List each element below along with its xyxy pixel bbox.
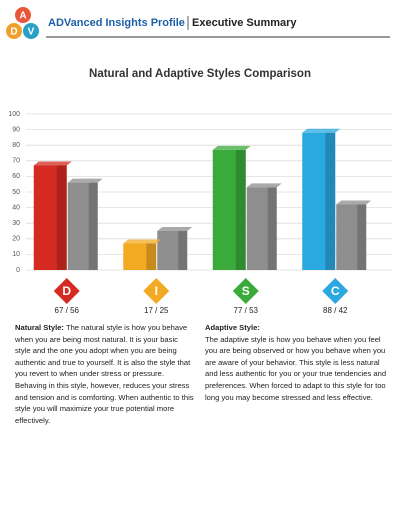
adaptive-heading: Adaptive Style:: [205, 323, 260, 332]
bar: [123, 243, 157, 270]
bar: [157, 231, 188, 270]
bar-top: [336, 200, 372, 205]
diamond: [143, 278, 170, 304]
bar-top: [302, 128, 341, 133]
pair-label: 77 / 53: [234, 306, 259, 315]
y-tick-label: 50: [12, 189, 20, 196]
pair-label: 67 / 56: [55, 306, 80, 315]
y-tick-label: 20: [12, 236, 20, 243]
logo-dot: [23, 23, 39, 39]
header-title: ADVanced Insights Profile: [48, 17, 185, 29]
pair-label: 88 / 42: [323, 306, 348, 315]
diamond: [232, 278, 259, 304]
y-tick-label: 30: [12, 220, 20, 227]
logo-dot: [15, 7, 31, 23]
y-tick-label: 10: [12, 251, 20, 258]
y-tick-label: 0: [16, 267, 20, 274]
y-tick-label: 90: [12, 126, 20, 133]
logo-letter: V: [28, 27, 35, 38]
y-tick-label: 40: [12, 204, 20, 211]
bar: [67, 182, 98, 270]
x-tick-label: I: [155, 284, 158, 298]
bar-top: [33, 161, 72, 166]
natural-heading: Natural Style:: [15, 323, 64, 332]
bar-shade: [267, 187, 277, 270]
x-tick-label: S: [242, 284, 250, 298]
x-tick-label: C: [331, 284, 340, 298]
y-tick-label: 80: [12, 142, 20, 149]
bar: [302, 132, 336, 270]
chart-title: Natural and Adaptive Styles Comparison: [89, 68, 311, 80]
bar: [33, 165, 67, 270]
diamond: [53, 278, 80, 304]
bar-shade: [357, 204, 367, 270]
logo-letter: D: [10, 27, 17, 38]
bar-top: [67, 178, 103, 183]
bar-shade: [88, 182, 98, 270]
header-subtitle: Executive Summary: [192, 17, 297, 29]
diamond: [322, 278, 349, 304]
bar-top: [212, 145, 251, 150]
bar-shade: [146, 243, 157, 270]
bar-top: [246, 183, 282, 188]
logo-dot: [6, 23, 22, 39]
natural-body: The natural style is how you behave when…: [15, 323, 194, 425]
bar-shade: [325, 132, 336, 270]
bar: [336, 204, 367, 270]
adaptive-body: The adaptive style is how you behave whe…: [205, 334, 387, 402]
y-tick-label: 70: [12, 158, 20, 165]
y-tick-label: 60: [12, 173, 20, 180]
bar-top: [123, 239, 162, 244]
bar: [246, 187, 277, 270]
bar-shade: [235, 149, 246, 270]
y-tick-label: 100: [8, 111, 20, 118]
x-tick-label: D: [62, 284, 71, 298]
logo-letter: A: [19, 11, 26, 22]
bar-shade: [56, 165, 67, 270]
bar-top: [157, 227, 193, 231]
adaptive-text: Adaptive Style: The adaptive style is how…: [205, 322, 387, 403]
bar: [212, 149, 246, 270]
bar-shade: [178, 231, 188, 270]
pair-label: 17 / 25: [144, 306, 169, 315]
natural-text: Natural Style: The natural style is how …: [15, 322, 195, 426]
